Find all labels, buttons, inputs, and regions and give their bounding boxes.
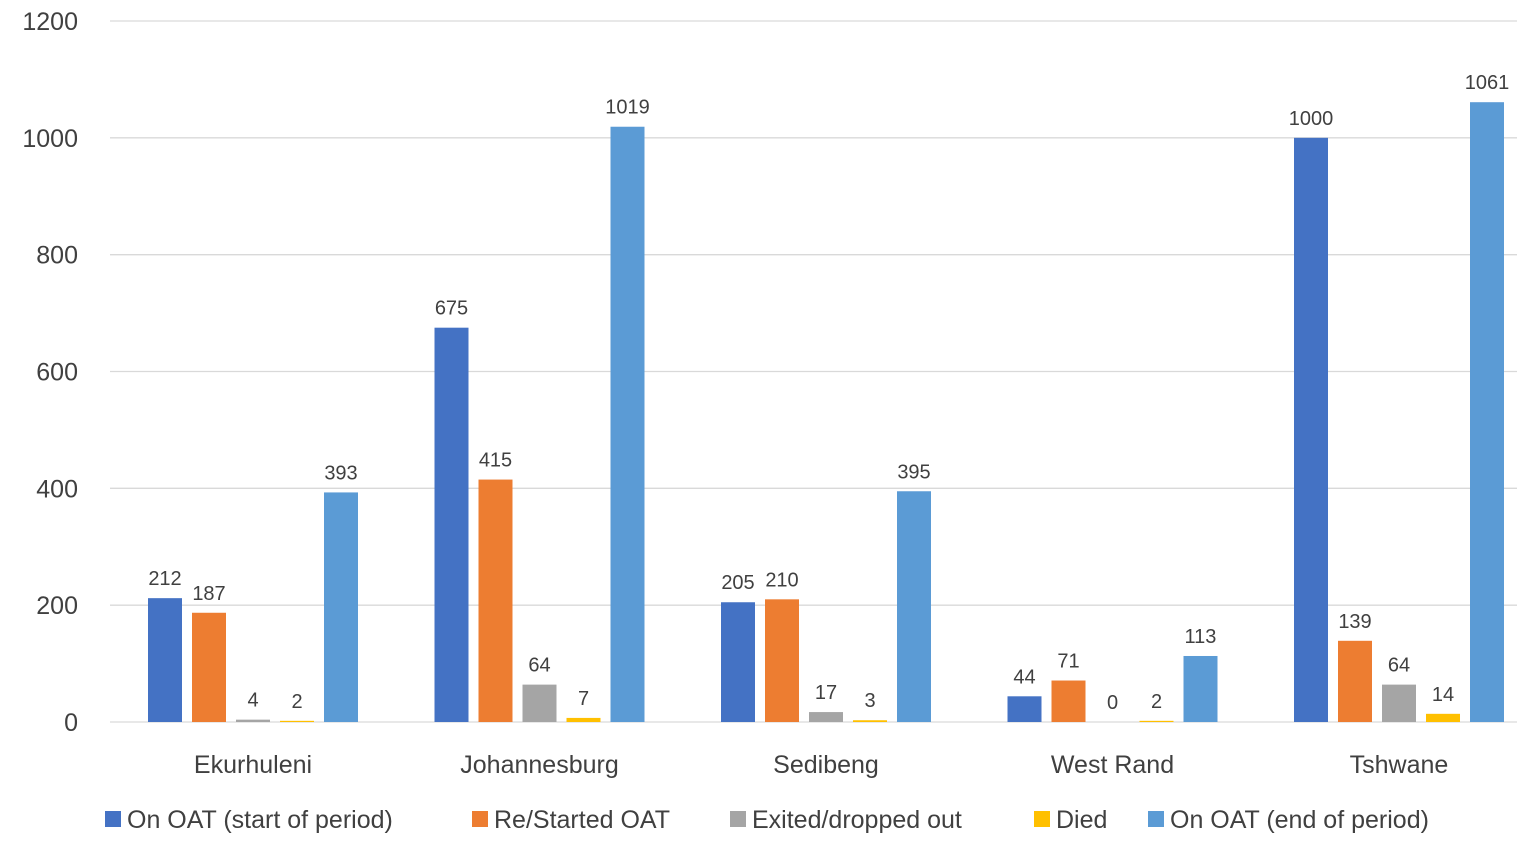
data-label: 64 xyxy=(528,655,550,677)
legend-swatch xyxy=(1034,811,1050,827)
bar xyxy=(610,126,645,722)
bar xyxy=(1007,696,1042,722)
legend: On OAT (start of period) Re/Started OAT Ex… xyxy=(105,806,1429,834)
legend-label: Exited/dropped out xyxy=(752,806,962,834)
bar xyxy=(897,491,931,722)
data-label: 44 xyxy=(1013,666,1035,688)
data-label: 1019 xyxy=(605,97,650,119)
data-label: 1061 xyxy=(1465,72,1510,94)
bar xyxy=(148,598,182,722)
bar xyxy=(1294,137,1328,723)
data-label: 2 xyxy=(291,691,302,713)
data-label: 3 xyxy=(864,690,875,712)
bar xyxy=(1183,655,1218,722)
bar xyxy=(522,684,557,722)
category-label: Tshwane xyxy=(1350,751,1449,779)
data-labels: 212 187 4 2 393 675 415 64 7 1019 205 210 17 3 395 44 71… xyxy=(148,72,1509,714)
data-label: 1000 xyxy=(1289,108,1334,130)
legend-swatch xyxy=(472,811,488,827)
y-tick-label: 0 xyxy=(64,709,78,737)
bar xyxy=(853,720,887,722)
data-label: 64 xyxy=(1388,655,1410,677)
data-label: 675 xyxy=(435,298,468,320)
bar xyxy=(721,602,755,722)
data-label: 7 xyxy=(578,688,589,710)
data-label: 187 xyxy=(192,583,225,605)
y-tick-label: 800 xyxy=(36,242,78,270)
data-label: 139 xyxy=(1338,611,1371,633)
bar xyxy=(236,719,270,722)
data-label: 2 xyxy=(1151,691,1162,713)
legend-label: Died xyxy=(1056,806,1107,834)
category-label: Johannesburg xyxy=(460,751,618,779)
y-tick-label: 600 xyxy=(36,359,78,387)
data-label: 212 xyxy=(148,568,181,590)
bar xyxy=(192,612,226,722)
y-tick-label: 1200 xyxy=(22,8,78,36)
data-label: 395 xyxy=(897,461,930,483)
data-label: 0 xyxy=(1107,692,1118,714)
bar xyxy=(1338,640,1372,722)
legend-swatch xyxy=(1148,811,1164,827)
legend-swatch xyxy=(730,811,746,827)
y-tick-label: 200 xyxy=(36,592,78,620)
bar xyxy=(809,712,843,722)
legend-label: Re/Started OAT xyxy=(494,806,670,834)
bar xyxy=(765,599,799,722)
category-label: West Rand xyxy=(1051,751,1174,779)
bar xyxy=(478,479,513,722)
bar xyxy=(566,717,601,722)
y-axis-tick-labels: 0 200 400 600 800 1000 1200 xyxy=(22,8,78,737)
bar xyxy=(1470,102,1504,723)
bar xyxy=(1426,713,1460,722)
bar xyxy=(1382,684,1416,722)
data-label: 4 xyxy=(247,690,258,712)
category-label: Ekurhuleni xyxy=(194,751,312,779)
data-label: 17 xyxy=(815,682,837,704)
data-label: 205 xyxy=(721,572,754,594)
data-label: 210 xyxy=(765,569,798,591)
data-label: 113 xyxy=(1185,626,1217,648)
bar xyxy=(280,720,314,722)
bar xyxy=(1139,720,1174,722)
x-axis-category-labels: Ekurhuleni Johannesburg Sedibeng West Rand T… xyxy=(194,751,1448,779)
legend-swatch xyxy=(105,811,121,827)
legend-label: On OAT (end of period) xyxy=(1170,806,1429,834)
data-label: 71 xyxy=(1057,651,1079,673)
category-label: Sedibeng xyxy=(773,751,879,779)
y-tick-label: 1000 xyxy=(22,125,78,153)
data-label: 393 xyxy=(324,462,357,484)
legend-label: On OAT (start of period) xyxy=(127,806,393,834)
bar xyxy=(434,327,469,722)
bar xyxy=(1051,680,1086,722)
data-label: 415 xyxy=(479,450,512,472)
bar xyxy=(324,492,358,722)
y-tick-label: 400 xyxy=(36,475,78,503)
data-label: 14 xyxy=(1432,684,1454,706)
bars xyxy=(148,102,1504,723)
